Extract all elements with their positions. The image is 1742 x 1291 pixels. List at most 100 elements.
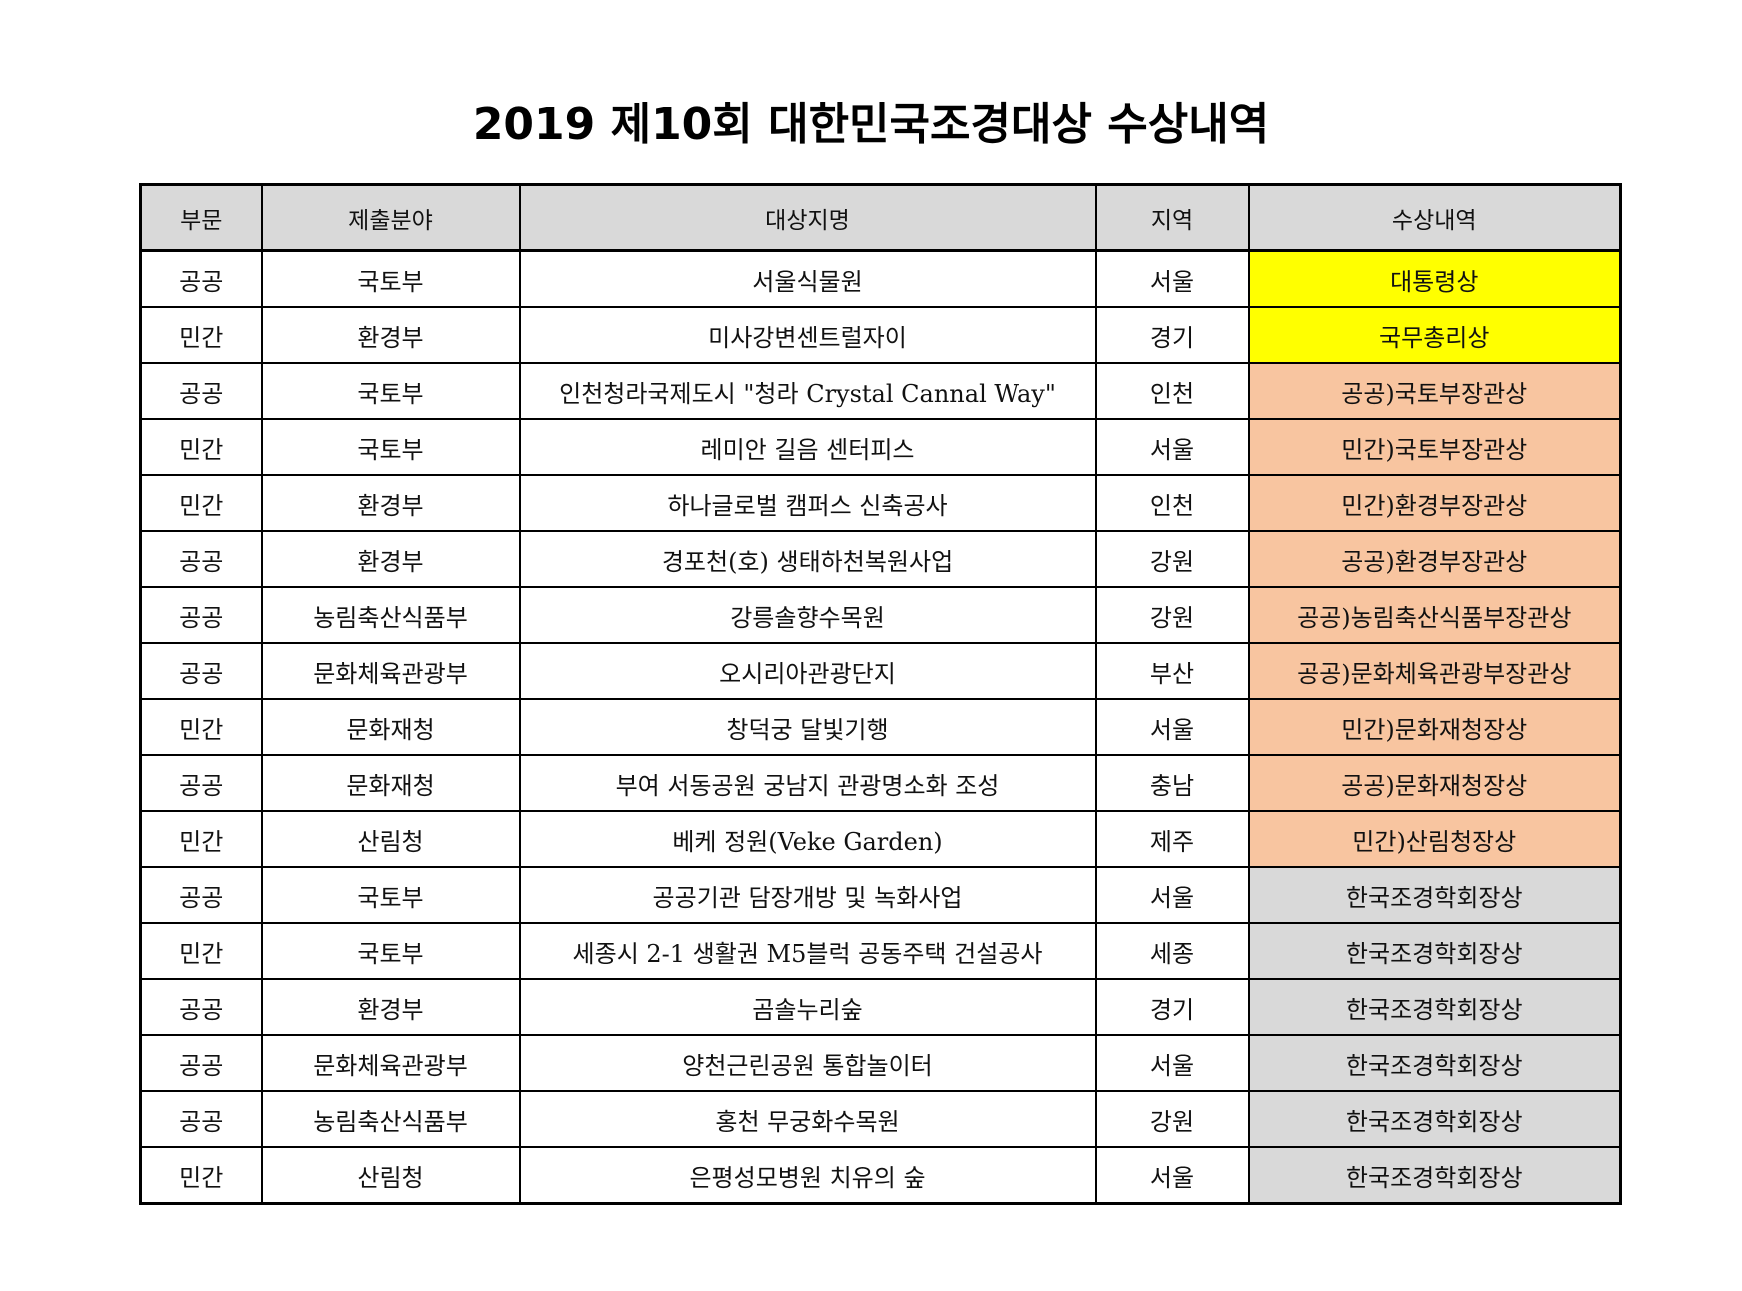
cell-region: 경기 <box>1094 978 1250 1036</box>
table-row: 공공 환경부 곰솔누리숲 경기 한국조경학회장상 <box>139 978 1622 1036</box>
cell-site: 오시리아관광단지 <box>518 642 1097 700</box>
cell-category: 공공 <box>139 362 263 420</box>
cell-field: 산림청 <box>260 810 521 868</box>
cell-region: 충남 <box>1094 754 1250 812</box>
cell-category: 민간 <box>139 1146 263 1205</box>
table-row: 민간 국토부 세종시 2-1 생활권 M5블럭 공동주택 건설공사 세종 한국조경학회장… <box>139 922 1622 980</box>
cell-field: 환경부 <box>260 306 521 364</box>
cell-site: 경포천(호) 생태하천복원사업 <box>518 530 1097 588</box>
cell-award: 공공)국토부장관상 <box>1247 362 1622 420</box>
cell-region: 서울 <box>1094 249 1250 308</box>
cell-region: 세종 <box>1094 922 1250 980</box>
table-row: 공공 국토부 서울식물원 서울 대통령상 <box>139 249 1622 308</box>
cell-field: 농림축산식품부 <box>260 1090 521 1148</box>
cell-site: 강릉솔향수목원 <box>518 586 1097 644</box>
header-field: 제출분야 <box>260 183 521 252</box>
table-row: 공공 환경부 경포천(호) 생태하천복원사업 강원 공공)환경부장관상 <box>139 530 1622 588</box>
cell-award: 국무총리상 <box>1247 306 1622 364</box>
cell-category: 민간 <box>139 474 263 532</box>
awards-table: 부문 제출분야 대상지명 지역 수상내역 공공 국토부 서울식물원 서울 대통령상 민간 환… <box>139 183 1622 1205</box>
cell-site: 공공기관 담장개방 및 녹화사업 <box>518 866 1097 924</box>
page-title: 2019 제10회 대한민국조경대상 수상내역 <box>472 99 1270 150</box>
cell-region: 강원 <box>1094 586 1250 644</box>
table-header: 부문 제출분야 대상지명 지역 수상내역 <box>139 183 1622 252</box>
cell-site: 양천근린공원 통합놀이터 <box>518 1034 1097 1092</box>
table-row: 민간 국토부 레미안 길음 센터피스 서울 민간)국토부장관상 <box>139 418 1622 476</box>
cell-category: 공공 <box>139 754 263 812</box>
cell-category: 민간 <box>139 922 263 980</box>
cell-field: 국토부 <box>260 866 521 924</box>
cell-award: 한국조경학회장상 <box>1247 922 1622 980</box>
cell-category: 공공 <box>139 1034 263 1092</box>
cell-category: 공공 <box>139 866 263 924</box>
header-region: 지역 <box>1094 183 1250 252</box>
cell-site: 홍천 무궁화수목원 <box>518 1090 1097 1148</box>
cell-award: 한국조경학회장상 <box>1247 978 1622 1036</box>
table-row: 공공 국토부 공공기관 담장개방 및 녹화사업 서울 한국조경학회장상 <box>139 866 1622 924</box>
header-category: 부문 <box>139 183 263 252</box>
header-award: 수상내역 <box>1247 183 1622 252</box>
table-row: 공공 농림축산식품부 강릉솔향수목원 강원 공공)농림축산식품부장관상 <box>139 586 1622 644</box>
cell-award: 대통령상 <box>1247 249 1622 308</box>
table-row: 민간 산림청 베케 정원(Veke Garden) 제주 민간)산림청장상 <box>139 810 1622 868</box>
cell-site: 베케 정원(Veke Garden) <box>518 810 1097 868</box>
cell-field: 산림청 <box>260 1146 521 1205</box>
header-site: 대상지명 <box>518 183 1097 252</box>
cell-award: 한국조경학회장상 <box>1247 1146 1622 1205</box>
cell-award: 공공)문화재청장상 <box>1247 754 1622 812</box>
cell-region: 경기 <box>1094 306 1250 364</box>
table-row: 민간 환경부 하나글로벌 캠퍼스 신축공사 인천 민간)환경부장관상 <box>139 474 1622 532</box>
cell-site: 곰솔누리숲 <box>518 978 1097 1036</box>
cell-region: 서울 <box>1094 698 1250 756</box>
cell-category: 공공 <box>139 642 263 700</box>
cell-field: 문화재청 <box>260 698 521 756</box>
cell-region: 강원 <box>1094 530 1250 588</box>
cell-category: 민간 <box>139 306 263 364</box>
cell-region: 서울 <box>1094 866 1250 924</box>
cell-region: 서울 <box>1094 418 1250 476</box>
cell-field: 문화재청 <box>260 754 521 812</box>
cell-field: 환경부 <box>260 978 521 1036</box>
cell-category: 공공 <box>139 1090 263 1148</box>
cell-site: 서울식물원 <box>518 249 1097 308</box>
cell-field: 국토부 <box>260 249 521 308</box>
cell-site: 인천청라국제도시 "청라 Crystal Cannal Way" <box>518 362 1097 420</box>
cell-field: 국토부 <box>260 418 521 476</box>
cell-field: 국토부 <box>260 362 521 420</box>
cell-award: 한국조경학회장상 <box>1247 1034 1622 1092</box>
header-row: 부문 제출분야 대상지명 지역 수상내역 <box>139 183 1622 252</box>
cell-site: 미사강변센트럴자이 <box>518 306 1097 364</box>
table-row: 공공 국토부 인천청라국제도시 "청라 Crystal Cannal Way" 인천 공… <box>139 362 1622 420</box>
cell-category: 공공 <box>139 249 263 308</box>
cell-category: 공공 <box>139 586 263 644</box>
cell-award: 민간)국토부장관상 <box>1247 418 1622 476</box>
cell-award: 공공)농림축산식품부장관상 <box>1247 586 1622 644</box>
table-row: 공공 문화재청 부여 서동공원 궁남지 관광명소화 조성 충남 공공)문화재청장상 <box>139 754 1622 812</box>
cell-award: 한국조경학회장상 <box>1247 1090 1622 1148</box>
cell-award: 한국조경학회장상 <box>1247 866 1622 924</box>
cell-field: 문화체육관광부 <box>260 1034 521 1092</box>
cell-field: 농림축산식품부 <box>260 586 521 644</box>
cell-site: 부여 서동공원 궁남지 관광명소화 조성 <box>518 754 1097 812</box>
table-row: 공공 문화체육관광부 오시리아관광단지 부산 공공)문화체육관광부장관상 <box>139 642 1622 700</box>
cell-site: 은평성모병원 치유의 숲 <box>518 1146 1097 1205</box>
cell-award: 민간)산림청장상 <box>1247 810 1622 868</box>
cell-category: 민간 <box>139 418 263 476</box>
cell-region: 제주 <box>1094 810 1250 868</box>
table-row: 공공 농림축산식품부 홍천 무궁화수목원 강원 한국조경학회장상 <box>139 1090 1622 1148</box>
cell-field: 국토부 <box>260 922 521 980</box>
cell-region: 서울 <box>1094 1034 1250 1092</box>
cell-region: 강원 <box>1094 1090 1250 1148</box>
table-row: 민간 환경부 미사강변센트럴자이 경기 국무총리상 <box>139 306 1622 364</box>
cell-field: 환경부 <box>260 530 521 588</box>
cell-region: 인천 <box>1094 474 1250 532</box>
cell-site: 세종시 2-1 생활권 M5블럭 공동주택 건설공사 <box>518 922 1097 980</box>
cell-region: 서울 <box>1094 1146 1250 1205</box>
table-body: 공공 국토부 서울식물원 서울 대통령상 민간 환경부 미사강변센트럴자이 경기 국무총리상 공공 국… <box>139 249 1622 1205</box>
cell-award: 민간)환경부장관상 <box>1247 474 1622 532</box>
cell-award: 공공)환경부장관상 <box>1247 530 1622 588</box>
cell-category: 공공 <box>139 978 263 1036</box>
cell-region: 인천 <box>1094 362 1250 420</box>
cell-award: 민간)문화재청장상 <box>1247 698 1622 756</box>
cell-category: 민간 <box>139 810 263 868</box>
